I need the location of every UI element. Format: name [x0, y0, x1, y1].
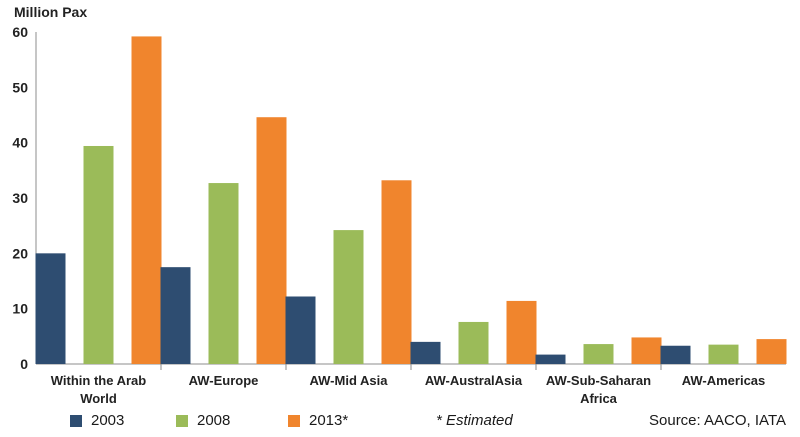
y-tick-label: 40 [12, 135, 28, 151]
x-tick-label: AW-AustralAsia [425, 373, 523, 388]
bar-2003-2 [160, 267, 191, 364]
y-tick-label: 0 [20, 356, 28, 372]
legend-item-2013: 2013* [288, 412, 348, 429]
bar-2008-1 [83, 145, 114, 364]
bar-chart: 0 10 20 30 40 50 60 Within the Arab World AW-Euro… [12, 24, 787, 406]
bar-2013-5 [631, 337, 662, 364]
legend-swatch-2013 [288, 414, 300, 427]
source-note: Source: AACO, IATA [649, 412, 786, 429]
legend-swatch-2008 [176, 414, 188, 427]
x-tick-label: AW-Europe [189, 373, 259, 388]
y-tick-label: 60 [12, 24, 28, 40]
bar-2013-2 [256, 117, 287, 364]
bar-2003-5 [535, 354, 566, 364]
bar-2008-3 [333, 230, 364, 364]
y-tick-label: 10 [12, 301, 28, 317]
x-tick-label: AW-Americas [682, 373, 766, 388]
x-tick-label: AW-Sub-Saharan Africa [546, 373, 651, 406]
bar-2003-6 [660, 345, 691, 364]
legend-label-2008: 2008 [197, 412, 231, 429]
bar-2013-1 [131, 36, 162, 364]
x-tick-label: AW-Mid Asia [310, 373, 389, 388]
legend-swatch-2003 [70, 414, 82, 427]
bar-2013-4 [506, 300, 537, 364]
y-tick-label: 30 [12, 190, 28, 206]
legend: 2003 2008 2013* * Estimated Source: AACO… [0, 412, 800, 434]
bar-2013-3 [381, 180, 412, 364]
x-tick-label: Within the Arab World [51, 373, 147, 406]
bar-2008-4 [458, 321, 489, 364]
bar-2013-6 [756, 339, 787, 364]
bar-2003-4 [410, 341, 441, 364]
bar-2003-1 [35, 253, 66, 364]
bar-2008-2 [208, 183, 239, 364]
bar-2003-3 [285, 296, 316, 364]
y-tick-label: 20 [12, 245, 28, 261]
bar-2008-5 [583, 344, 614, 364]
bar-2008-6 [708, 344, 739, 364]
legend-label-2013: 2013* [309, 412, 349, 429]
legend-item-2008: 2008 [176, 412, 230, 429]
legend-item-2003: 2003 [70, 412, 124, 429]
legend-label-2003: 2003 [91, 412, 125, 429]
y-tick-label: 50 [12, 79, 28, 95]
y-axis-label: Million Pax [14, 4, 88, 20]
estimated-note: * Estimated [436, 412, 513, 429]
